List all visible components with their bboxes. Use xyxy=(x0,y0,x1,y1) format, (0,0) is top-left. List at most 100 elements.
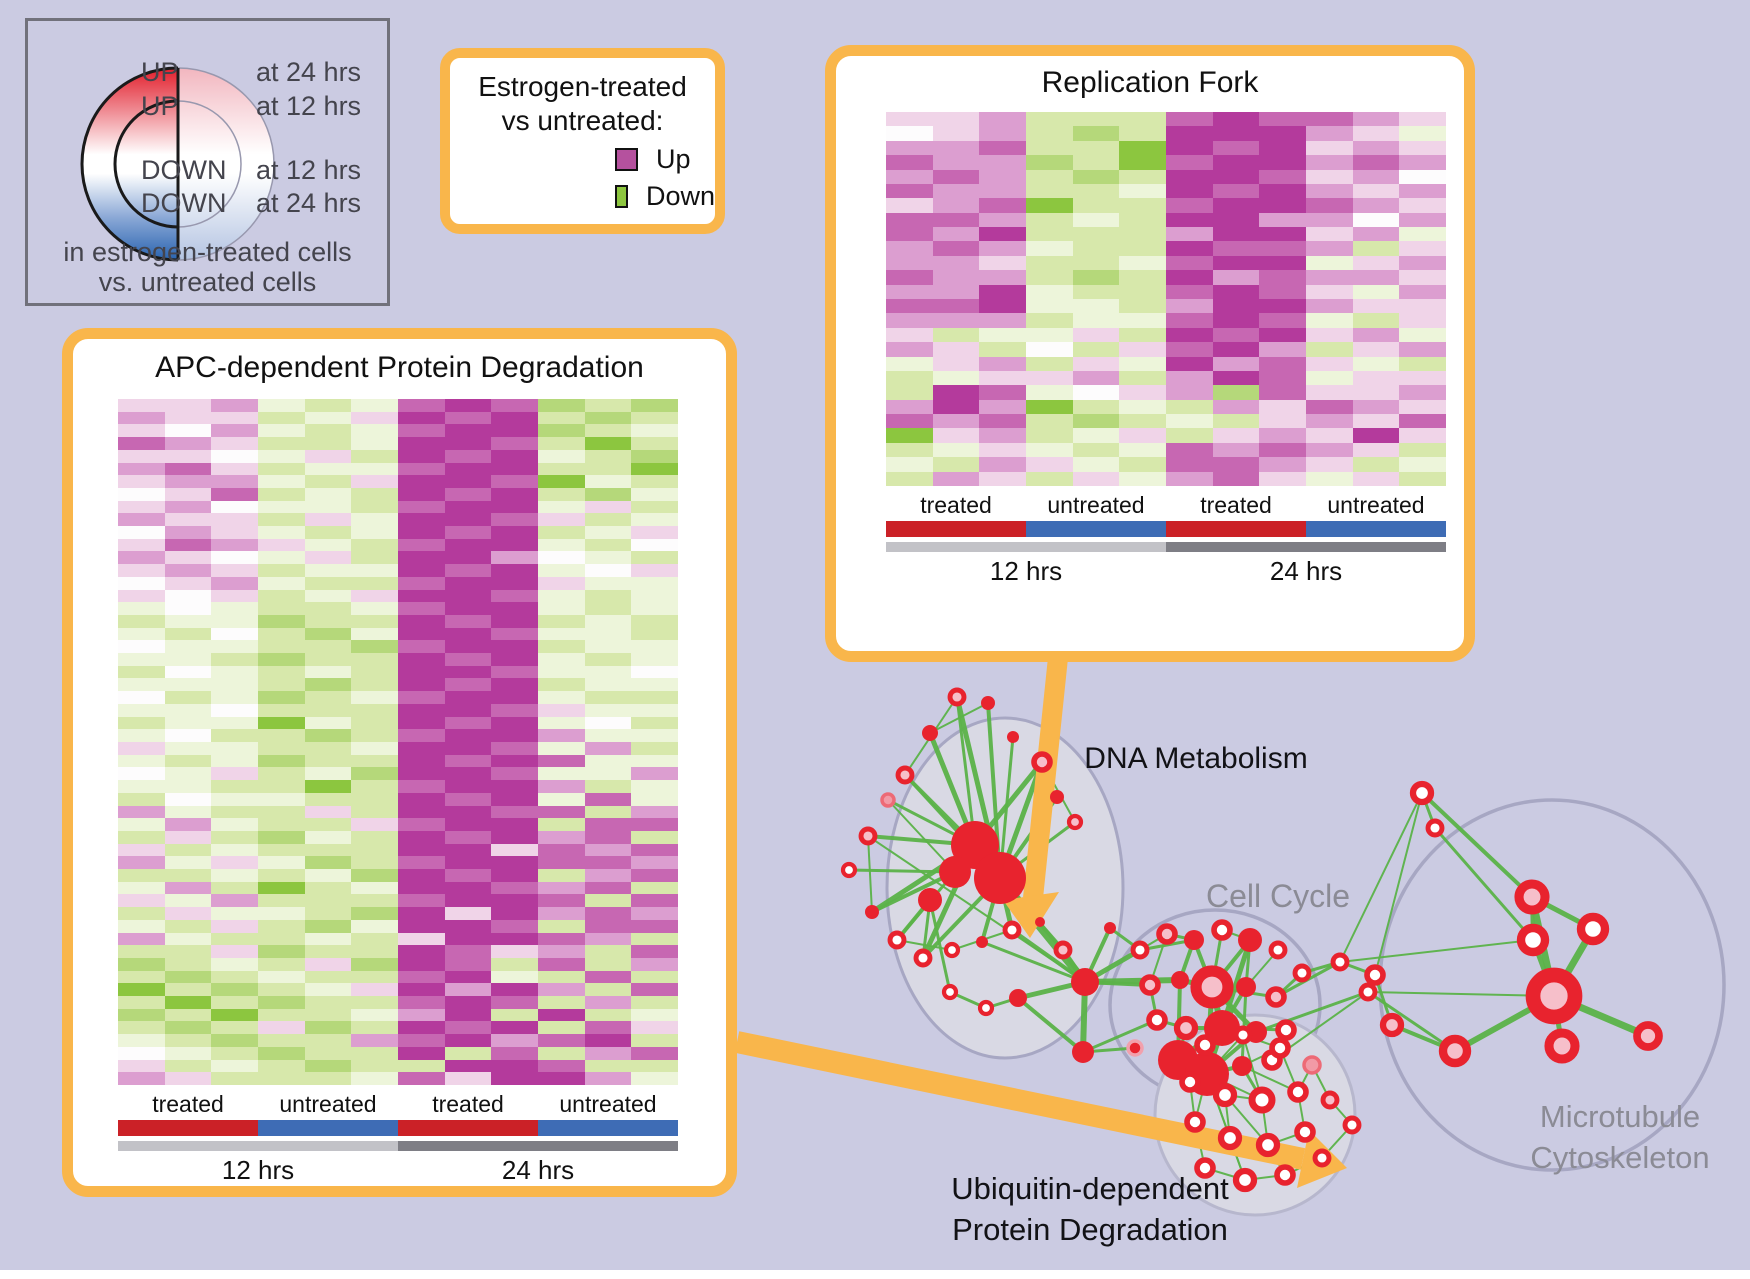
heatmap-cell xyxy=(1399,313,1446,328)
heatmap-cell xyxy=(1166,198,1213,213)
heatmap-cell xyxy=(538,729,585,742)
heatmap-cell xyxy=(631,551,678,565)
network-node-s xyxy=(976,936,988,948)
heatmap-cell xyxy=(398,1008,445,1022)
heatmap-cell xyxy=(491,526,538,539)
heatmap-cell xyxy=(1259,385,1306,400)
heatmap-cell xyxy=(538,513,585,527)
heatmap-cell xyxy=(1166,313,1213,328)
heatmap-cell xyxy=(631,487,678,501)
heatmap-cell xyxy=(1166,255,1213,271)
heatmap-cell xyxy=(631,614,678,628)
heatmap-cell xyxy=(304,487,352,501)
heatmap-cell xyxy=(538,742,585,755)
heatmap-cell xyxy=(258,437,305,450)
heatmap-cell xyxy=(118,919,165,933)
microtubule-label: Microtubule Cytoskeleton xyxy=(1530,1099,1710,1175)
heatmap-cell xyxy=(398,449,445,463)
heatmap-cell xyxy=(164,843,212,857)
at-12-label: at 12 hrs xyxy=(256,91,362,121)
heatmap-cell xyxy=(584,996,632,1009)
heatmap-cell xyxy=(258,856,305,870)
heatmap-cell xyxy=(584,462,632,476)
heatmap-cell xyxy=(258,526,305,539)
heatmap-cell xyxy=(631,843,678,857)
heatmap-cell xyxy=(258,754,305,768)
heatmap-cell xyxy=(211,1021,258,1035)
heatmap-cell xyxy=(1259,457,1306,472)
heatmap-cell xyxy=(211,551,258,565)
color-key-title-line1: Estrogen-treated xyxy=(478,71,687,102)
heatmap-cell xyxy=(631,996,678,1009)
heatmap-cell xyxy=(538,767,585,781)
heatmap-cell xyxy=(444,691,492,704)
heatmap-cell xyxy=(1352,241,1400,256)
network-node-rp xyxy=(1265,986,1287,1008)
heatmap-cell xyxy=(304,780,352,793)
heatmap-cell xyxy=(1259,356,1306,371)
color-key-title-line2: vs untreated: xyxy=(501,105,664,136)
heatmap-cell xyxy=(1399,198,1446,213)
heatmap-cell xyxy=(932,385,980,400)
heatmap-cell xyxy=(1399,140,1446,156)
heatmap-cell xyxy=(932,284,980,299)
heatmap-cell xyxy=(932,198,980,213)
network-node-rw xyxy=(1130,940,1150,960)
heatmap-cell xyxy=(1166,385,1213,400)
replication-fork-heatmap xyxy=(886,112,1446,486)
heatmap-cell xyxy=(1399,457,1446,472)
heatmap-cell xyxy=(886,327,933,343)
heatmap-cell xyxy=(1212,155,1260,170)
heatmap-cell xyxy=(258,449,305,463)
heatmap-cell xyxy=(164,691,212,704)
heatmap-cell xyxy=(886,169,933,184)
heatmap-cell xyxy=(538,1008,585,1022)
heatmap-cell xyxy=(538,653,585,666)
heatmap-cell xyxy=(444,983,492,997)
heatmap-cell xyxy=(211,1046,258,1060)
heatmap-cell xyxy=(1119,155,1166,170)
down-12-time: at 12 hrs xyxy=(256,155,362,185)
heatmap-cell xyxy=(258,1072,305,1085)
heatmap-cell xyxy=(979,471,1026,486)
heatmap-cell xyxy=(164,932,212,946)
heatmap-cell xyxy=(1306,155,1353,170)
heatmap-cell xyxy=(164,475,212,488)
heatmap-cell xyxy=(1212,298,1260,314)
heatmap-cell xyxy=(1352,342,1400,357)
heatmap-cell xyxy=(932,241,980,256)
heatmap-cell xyxy=(1166,227,1213,242)
heatmap-cell xyxy=(1166,112,1213,127)
network-node-s xyxy=(974,852,1026,904)
network-node-pk xyxy=(1302,1055,1322,1075)
heatmap-cell xyxy=(351,691,398,704)
heatmap-cell xyxy=(444,729,492,742)
heatmap-cell xyxy=(304,1021,352,1035)
heatmap-cell xyxy=(1212,140,1260,156)
heatmap-cell xyxy=(164,754,212,768)
heatmap-cell xyxy=(1026,471,1073,486)
heatmap-cell xyxy=(631,818,678,831)
heatmap-cell xyxy=(1352,255,1400,271)
heatmap-cell xyxy=(1399,212,1446,228)
heatmap-cell xyxy=(118,881,165,895)
heatmap-cell xyxy=(1026,313,1073,328)
heatmap-cell xyxy=(444,932,492,946)
heatmap-cell xyxy=(398,1021,445,1035)
heatmap-cell xyxy=(211,818,258,831)
down-24-label: DOWN xyxy=(141,188,227,218)
heatmap-cell xyxy=(538,703,585,717)
heatmap-cell xyxy=(351,399,398,412)
network-node-rw xyxy=(1576,912,1610,946)
heatmap-cell xyxy=(1306,198,1353,213)
heatmap-cell xyxy=(211,805,258,819)
heatmap-cell xyxy=(164,589,212,603)
heatmap-cell xyxy=(1026,241,1073,256)
heatmap-cell xyxy=(398,716,445,730)
heatmap-cell xyxy=(304,640,352,654)
heatmap-cell xyxy=(631,1034,678,1047)
heatmap-cell xyxy=(398,475,445,488)
heatmap-cell xyxy=(631,919,678,933)
heatmap-cell xyxy=(351,742,398,755)
